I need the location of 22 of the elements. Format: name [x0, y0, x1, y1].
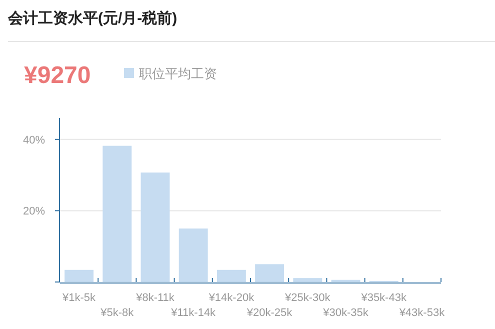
x-tick-label: ¥8k-11k	[135, 292, 175, 304]
legend-label: 职位平均工资	[139, 66, 217, 81]
x-tick-label: ¥1k-5k	[62, 292, 96, 304]
x-tick-label: ¥20k-25k	[246, 307, 293, 319]
bar	[102, 146, 132, 282]
x-tick-label: ¥25k-30k	[284, 292, 331, 304]
bar	[216, 270, 246, 282]
x-tick-label: ¥11k-14k	[170, 307, 216, 319]
bar	[140, 172, 170, 282]
bar	[255, 264, 284, 282]
x-tick-label: ¥30k-35k	[322, 307, 369, 319]
bar	[178, 228, 208, 282]
text: ¥9270	[24, 62, 91, 89]
x-tick-label: ¥5k-8k	[100, 307, 134, 319]
chart-title: 会计工资水平(元/月-税前)	[7, 10, 178, 27]
x-tick-label: ¥43k-53k	[398, 307, 446, 319]
bar	[293, 278, 322, 282]
y-tick-label: 40%	[22, 134, 46, 146]
x-tick-label: ¥14k-20k	[208, 292, 255, 304]
y-tick-label: 20%	[22, 206, 46, 218]
bar	[64, 270, 94, 282]
x-tick-label: ¥35k-43k	[360, 292, 407, 304]
